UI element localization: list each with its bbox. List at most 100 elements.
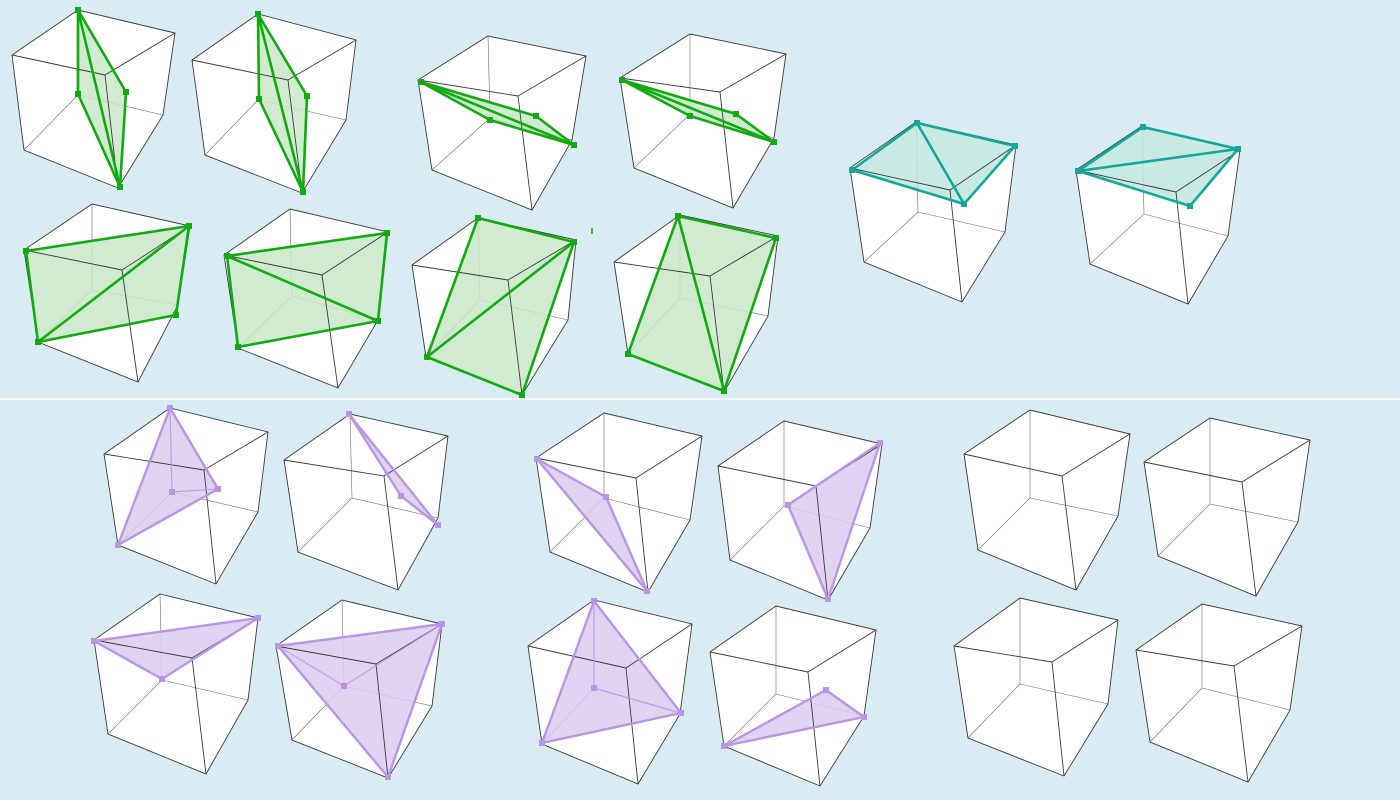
green-vertex-marker	[224, 253, 230, 259]
cube-hidden-edge	[863, 211, 919, 263]
cube-hidden-edge	[431, 117, 491, 171]
cube-e2	[1143, 417, 1311, 597]
cube-front-edge	[287, 39, 357, 81]
green-vertex-marker	[255, 11, 261, 17]
cube-g6	[223, 208, 390, 389]
cube-hidden-edge	[1089, 213, 1145, 265]
teal-vertex-marker	[1012, 143, 1018, 149]
cube-e3	[953, 597, 1119, 777]
green-vertex-marker	[424, 354, 430, 360]
purple-vertex-marker	[823, 687, 829, 693]
cube-e4	[1135, 603, 1303, 783]
purple-vertex-marker	[215, 486, 221, 492]
cube-front-edge	[1143, 461, 1243, 483]
purple-section-outline	[535, 457, 649, 593]
cube-p6	[717, 420, 883, 602]
cube-p8	[709, 605, 877, 787]
teal-section-fill	[852, 123, 1015, 204]
cube-hidden-edge	[1201, 687, 1291, 711]
purple-vertex-marker	[785, 502, 791, 508]
green-vertex-marker	[375, 318, 381, 324]
purple-section-outline	[276, 622, 444, 779]
cube-g2	[191, 11, 357, 195]
cube-front-edge	[1233, 625, 1303, 667]
cube-front-edge	[103, 453, 205, 471]
cube-e1	[963, 409, 1131, 591]
cube-g7	[411, 215, 577, 398]
cube-outline	[963, 409, 1131, 591]
purple-vertex-marker	[534, 456, 540, 462]
cube-front-edge	[191, 657, 207, 775]
green-vertex-marker	[721, 388, 727, 394]
purple-vertex-marker	[591, 598, 597, 604]
green-vertex-marker	[75, 91, 81, 97]
cube-outline	[417, 35, 587, 211]
cube-front-edge	[507, 239, 577, 281]
green-vertex-marker	[675, 213, 681, 219]
green-section-fill	[78, 10, 126, 187]
purple-vertex-marker	[721, 743, 727, 749]
cube-outline	[953, 597, 1119, 777]
cube-front-edge	[1175, 149, 1241, 193]
cube-p2	[283, 411, 449, 591]
green-section-diagonal	[76, 9, 122, 188]
purple-section-outline	[722, 688, 866, 748]
cube-front-edge	[619, 77, 721, 93]
green-vertex-marker	[475, 215, 481, 221]
cube-outline	[275, 599, 443, 779]
cube-face	[284, 414, 448, 590]
cube-front-edge	[1175, 191, 1189, 305]
cube-front-edge	[93, 639, 193, 659]
cube-front-edge	[275, 645, 377, 665]
cube-g8	[613, 213, 779, 394]
green-vertex-marker	[117, 184, 123, 190]
cube-face	[964, 410, 1130, 590]
cube-front-edge	[807, 629, 877, 673]
purple-vertex-marker	[603, 494, 609, 500]
cube-hidden-edge	[603, 497, 691, 521]
cube-hidden-edge	[349, 413, 353, 499]
green-vertex-marker	[571, 142, 577, 148]
cube-g3	[417, 35, 587, 211]
purple-vertex-marker	[591, 685, 597, 691]
purple-vertex-marker	[341, 683, 347, 689]
purple-vertex-marker	[275, 643, 281, 649]
cube-g5	[23, 203, 192, 383]
cube-front-edge	[283, 459, 385, 477]
cube-hidden-edge	[633, 113, 691, 169]
cube-front-edge	[11, 54, 106, 76]
green-vertex-marker	[186, 223, 192, 229]
cube-hidden-edge	[1157, 503, 1211, 557]
cube-front-edge	[1233, 665, 1249, 783]
green-section-fill	[427, 218, 574, 395]
green-vertex-marker	[533, 113, 539, 119]
cube-front-edge	[1061, 433, 1131, 477]
green-vertex-marker	[519, 392, 525, 398]
cube-front-edge	[717, 465, 817, 487]
purple-vertex-marker	[877, 440, 883, 446]
green-section-diagonal	[420, 80, 575, 147]
purple-vertex-marker	[439, 621, 445, 627]
cube-outline	[1143, 417, 1311, 597]
purple-section-fill	[788, 443, 880, 599]
teal-vertex-marker	[961, 201, 967, 207]
cube-hidden-edge	[107, 679, 163, 735]
cube-front-edge	[719, 91, 734, 209]
cube-hidden-edge	[161, 679, 249, 701]
cube-t2	[1075, 124, 1241, 305]
cube-front-edge	[1075, 169, 1177, 193]
green-section-diagonal	[676, 215, 726, 392]
cube-front-edge	[709, 235, 779, 277]
purple-section-fill	[542, 601, 681, 743]
purple-section-fill	[118, 408, 218, 545]
purple-vertex-marker	[398, 493, 404, 499]
cube-front-edge	[1051, 661, 1065, 777]
cube-front-edge	[203, 431, 269, 471]
cube-face	[710, 606, 876, 786]
cube-front-edge	[23, 249, 123, 271]
cube-front-edge	[807, 671, 821, 787]
green-section-diagonal	[256, 13, 305, 193]
green-vertex-marker	[75, 7, 81, 13]
